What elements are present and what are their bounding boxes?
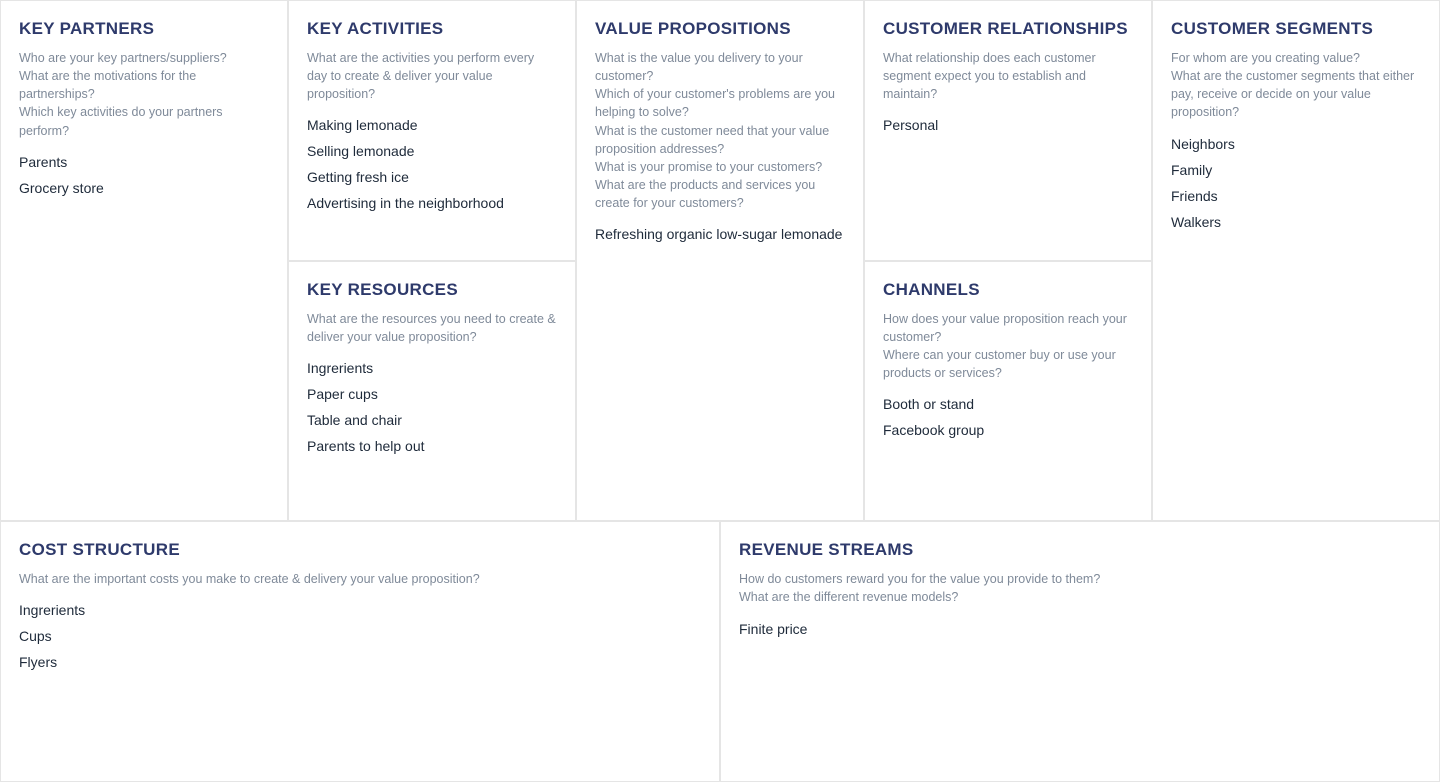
block-title: CUSTOMER SEGMENTS (1171, 19, 1421, 39)
item-list: Parents Grocery store (19, 154, 269, 196)
list-item: Friends (1171, 188, 1421, 204)
block-value-propositions: VALUE PROPOSITIONS What is the value you… (576, 0, 864, 521)
list-item: Booth or stand (883, 396, 1133, 412)
list-item: Refreshing organic low-sugar lemonade (595, 226, 845, 242)
list-item: Paper cups (307, 386, 557, 402)
list-item: Advertising in the neighborhood (307, 195, 557, 211)
block-desc: What are the activities you perform ever… (307, 49, 557, 103)
item-list: Refreshing organic low-sugar lemonade (595, 226, 845, 242)
block-title: KEY RESOURCES (307, 280, 557, 300)
list-item: Ingrerients (307, 360, 557, 376)
block-desc: What are the important costs you make to… (19, 570, 701, 588)
block-title: COST STRUCTURE (19, 540, 701, 560)
list-item: Parents (19, 154, 269, 170)
block-title: CUSTOMER RELATIONSHIPS (883, 19, 1133, 39)
block-channels: CHANNELS How does your value proposition… (864, 261, 1152, 522)
list-item: Grocery store (19, 180, 269, 196)
item-list: Finite price (739, 621, 1421, 637)
business-model-canvas: KEY PARTNERS Who are your key partners/s… (0, 0, 1440, 782)
item-list: Ingrerients Cups Flyers (19, 602, 701, 670)
block-cost-structure: COST STRUCTURE What are the important co… (0, 521, 720, 782)
block-title: REVENUE STREAMS (739, 540, 1421, 560)
block-title: KEY ACTIVITIES (307, 19, 557, 39)
list-item: Finite price (739, 621, 1421, 637)
list-item: Ingrerients (19, 602, 701, 618)
block-key-partners: KEY PARTNERS Who are your key partners/s… (0, 0, 288, 521)
block-title: VALUE PROPOSITIONS (595, 19, 845, 39)
list-item: Getting fresh ice (307, 169, 557, 185)
list-item: Cups (19, 628, 701, 644)
item-list: Neighbors Family Friends Walkers (1171, 136, 1421, 230)
block-customer-segments: CUSTOMER SEGMENTS For whom are you creat… (1152, 0, 1440, 521)
block-desc: For whom are you creating value?What are… (1171, 49, 1421, 122)
list-item: Family (1171, 162, 1421, 178)
item-list: Booth or stand Facebook group (883, 396, 1133, 438)
list-item: Making lemonade (307, 117, 557, 133)
block-desc: What is the value you delivery to your c… (595, 49, 845, 212)
block-key-activities: KEY ACTIVITIES What are the activities y… (288, 0, 576, 261)
item-list: Personal (883, 117, 1133, 133)
list-item: Flyers (19, 654, 701, 670)
block-desc: What are the resources you need to creat… (307, 310, 557, 346)
item-list: Making lemonade Selling lemonade Getting f… (307, 117, 557, 211)
block-title: KEY PARTNERS (19, 19, 269, 39)
list-item: Facebook group (883, 422, 1133, 438)
block-customer-relationships: CUSTOMER RELATIONSHIPS What relationship… (864, 0, 1152, 261)
list-item: Selling lemonade (307, 143, 557, 159)
list-item: Walkers (1171, 214, 1421, 230)
list-item: Parents to help out (307, 438, 557, 454)
item-list: Ingrerients Paper cups Table and chair Pare… (307, 360, 557, 454)
block-desc: How do customers reward you for the valu… (739, 570, 1421, 606)
block-desc: How does your value proposition reach yo… (883, 310, 1133, 383)
list-item: Neighbors (1171, 136, 1421, 152)
list-item: Table and chair (307, 412, 557, 428)
block-revenue-streams: REVENUE STREAMS How do customers reward … (720, 521, 1440, 782)
list-item: Personal (883, 117, 1133, 133)
block-desc: What relationship does each customer seg… (883, 49, 1133, 103)
block-desc: Who are your key partners/suppliers?What… (19, 49, 269, 140)
block-title: CHANNELS (883, 280, 1133, 300)
block-key-resources: KEY RESOURCES What are the resources you… (288, 261, 576, 522)
